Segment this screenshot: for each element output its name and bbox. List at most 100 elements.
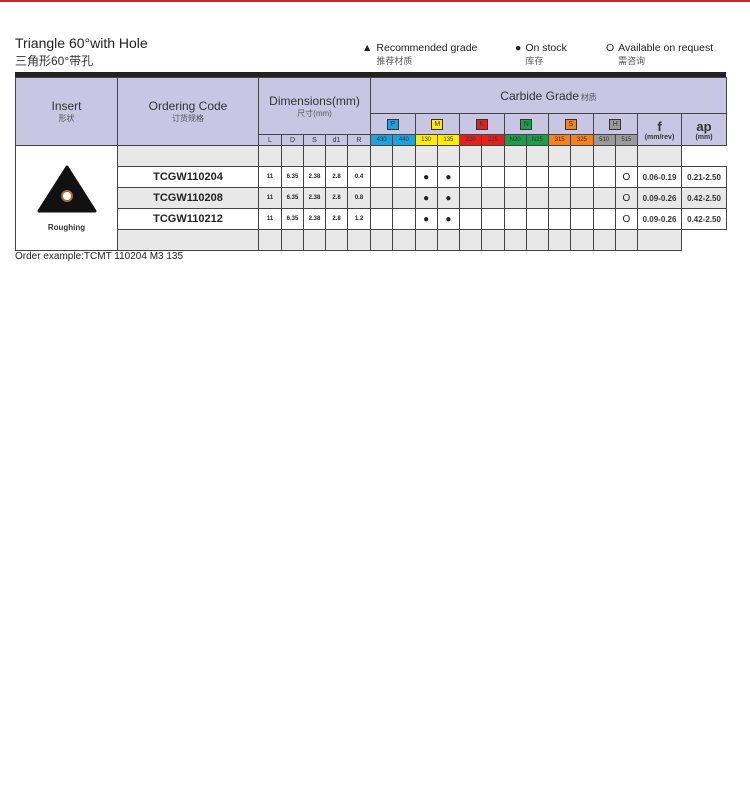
empty-cell [325, 145, 348, 167]
empty-cell [117, 229, 259, 251]
empty-cell [281, 145, 304, 167]
top-rule [0, 0, 750, 2]
ordering-code: TCGW110208 [117, 187, 259, 209]
legend-label-cn: 推荐材质 [376, 56, 413, 66]
dimension-value: 2.8 [325, 187, 348, 209]
carbide-grade-header: Carbide Grade 材质 [370, 77, 727, 114]
dimension-value: 6.35 [281, 166, 304, 188]
ap-header: ap (mm) [681, 113, 727, 146]
empty-cell [637, 229, 682, 251]
legend-item: ● On stock 库存 [515, 42, 567, 67]
empty-cell [570, 145, 594, 167]
empty-cell [436, 229, 461, 251]
grade-availability [570, 208, 594, 230]
grade-availability [547, 208, 572, 230]
dimension-value: 2.38 [303, 187, 326, 209]
insert-image-cell: Roughing [15, 145, 118, 251]
empty-cell [414, 229, 438, 251]
dimensions-header: Dimensions(mm) 尺寸(mm) [258, 77, 371, 135]
depth-value: 0.42-2.50 [681, 208, 727, 230]
triangle-insert-icon [37, 165, 96, 212]
dimension-value: 11 [258, 208, 282, 230]
grade-availability: O [614, 187, 639, 209]
grade-col: 515 [614, 134, 639, 146]
dimension-value: 11 [258, 166, 282, 188]
dimension-value: 6.35 [281, 208, 304, 230]
grade-group-H: H [592, 113, 638, 135]
grade-availability [392, 166, 416, 188]
dimension-value: 2.38 [303, 166, 326, 188]
grade-availability [547, 166, 572, 188]
ordering-code: TCGW110204 [117, 166, 259, 188]
grade-col: 315 [547, 134, 572, 146]
grade-availability [369, 208, 394, 230]
feed-value: 0.09-0.26 [637, 187, 682, 209]
grade-availability [570, 166, 594, 188]
empty-cell [436, 145, 461, 167]
table-top-bar [15, 72, 726, 77]
empty-cell [547, 229, 572, 251]
dimension-value: 2.8 [325, 208, 348, 230]
grade-availability [481, 187, 505, 209]
grade-availability: O [614, 208, 639, 230]
legend-label: Available on request [618, 42, 714, 54]
product-table: Insert 形状 Ordering Code 订货规格 Dimensions(mm… [15, 77, 727, 251]
grade-availability [481, 208, 505, 230]
grade-col: 430 [369, 134, 394, 146]
grade-availability [503, 208, 527, 230]
grade-col: 440 [392, 134, 416, 146]
legend-symbol-icon: ▲ [362, 42, 373, 54]
grade-availability [525, 166, 550, 188]
grade-col: 325 [570, 134, 594, 146]
grade-group-K: K [459, 113, 505, 135]
insert-header: Insert 形状 [15, 77, 118, 146]
empty-cell [503, 145, 527, 167]
legend-label: On stock [525, 42, 567, 54]
grade-availability [547, 187, 572, 209]
grade-col: 220 [458, 134, 483, 146]
insert-label: Roughing [47, 222, 86, 232]
empty-cell [392, 145, 416, 167]
dimension-value: 6.35 [281, 187, 304, 209]
empty-cell [592, 229, 616, 251]
grade-availability: ● [414, 166, 438, 188]
legend-symbol-icon: O [606, 42, 615, 54]
legend-item: ▲ Recommended grade 推荐材质 [362, 42, 477, 67]
empty-cell [481, 229, 505, 251]
empty-cell [117, 145, 259, 167]
legend-label-cn: 需咨询 [618, 56, 646, 66]
legend-label: Recommended grade [376, 42, 478, 54]
feed-value: 0.09-0.26 [637, 208, 682, 230]
grade-availability [592, 208, 616, 230]
grade-col: 510 [592, 134, 616, 146]
grade-availability [369, 187, 394, 209]
grade-availability [458, 208, 483, 230]
dimension-value: 0.8 [347, 187, 371, 209]
order-example: Order example:TCMT 110204 M3 135 [15, 251, 184, 262]
dim-col-L: L [258, 134, 282, 146]
grade-availability [392, 208, 416, 230]
empty-cell [614, 145, 639, 167]
empty-cell [525, 229, 550, 251]
dimension-value: 2.8 [325, 166, 348, 188]
grade-availability [369, 166, 394, 188]
table-row: TCGW110212 11 6.35 2.38 2.8 1.2 ● ● O 0.09-0.26 0.… [16, 208, 727, 230]
grade-availability [392, 187, 416, 209]
legend-symbol-icon: ● [515, 42, 522, 54]
legend-label-cn: 库存 [525, 56, 544, 66]
empty-cell [637, 145, 682, 167]
grade-availability: ● [436, 208, 461, 230]
empty-cell [281, 229, 304, 251]
empty-cell [258, 229, 282, 251]
empty-cell [614, 229, 639, 251]
grade-availability [525, 208, 550, 230]
empty-cell [525, 145, 550, 167]
legend-item: O Available on request 需咨询 [606, 42, 713, 67]
grade-col: 225 [481, 134, 505, 146]
grade-availability: ● [436, 187, 461, 209]
grade-availability [458, 187, 483, 209]
empty-cell [347, 145, 371, 167]
dimension-value: 2.38 [303, 208, 326, 230]
grade-availability [592, 187, 616, 209]
dim-col-S: S [303, 134, 326, 146]
